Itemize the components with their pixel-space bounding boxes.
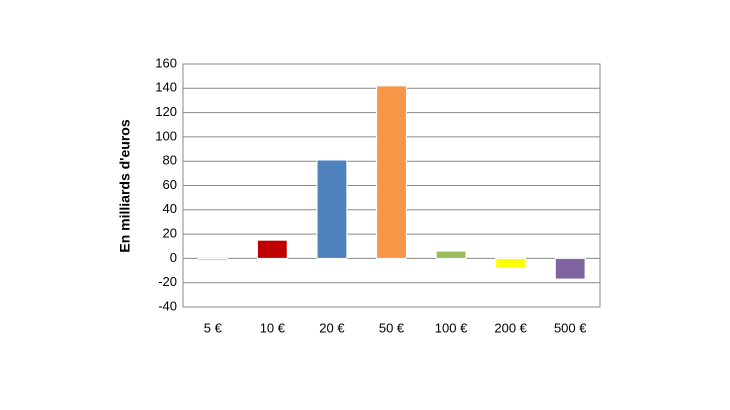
y-tick-label: 40 xyxy=(163,201,177,216)
y-tick-label: 140 xyxy=(155,80,177,95)
bar xyxy=(376,85,407,259)
bar xyxy=(197,257,229,262)
y-tick-label: 20 xyxy=(163,226,177,241)
bar xyxy=(316,159,348,259)
y-tick-label: 120 xyxy=(155,104,177,119)
x-tick-label: 200 € xyxy=(494,320,527,335)
x-tick-label: 10 € xyxy=(260,320,286,335)
x-tick-label: 500 € xyxy=(554,320,587,335)
y-tick-label: 100 xyxy=(155,128,177,143)
y-axis-label: En milliards d'euros xyxy=(117,119,133,252)
x-tick-label: 5 € xyxy=(204,320,223,335)
plot-border xyxy=(182,63,601,308)
bar xyxy=(495,257,527,269)
x-tick-label: 100 € xyxy=(435,320,468,335)
x-tick-label: 20 € xyxy=(319,320,345,335)
y-tick-label: 60 xyxy=(163,177,177,192)
y-tick-label: -40 xyxy=(158,298,177,313)
y-tick-label: 160 xyxy=(155,55,177,70)
bar xyxy=(256,239,288,259)
bar xyxy=(435,250,467,259)
y-tick-label: 0 xyxy=(170,250,177,265)
x-tick-label: 50 € xyxy=(379,320,405,335)
y-tick-label: -20 xyxy=(158,274,177,289)
y-tick-label: 80 xyxy=(163,153,177,168)
bar xyxy=(554,257,586,280)
